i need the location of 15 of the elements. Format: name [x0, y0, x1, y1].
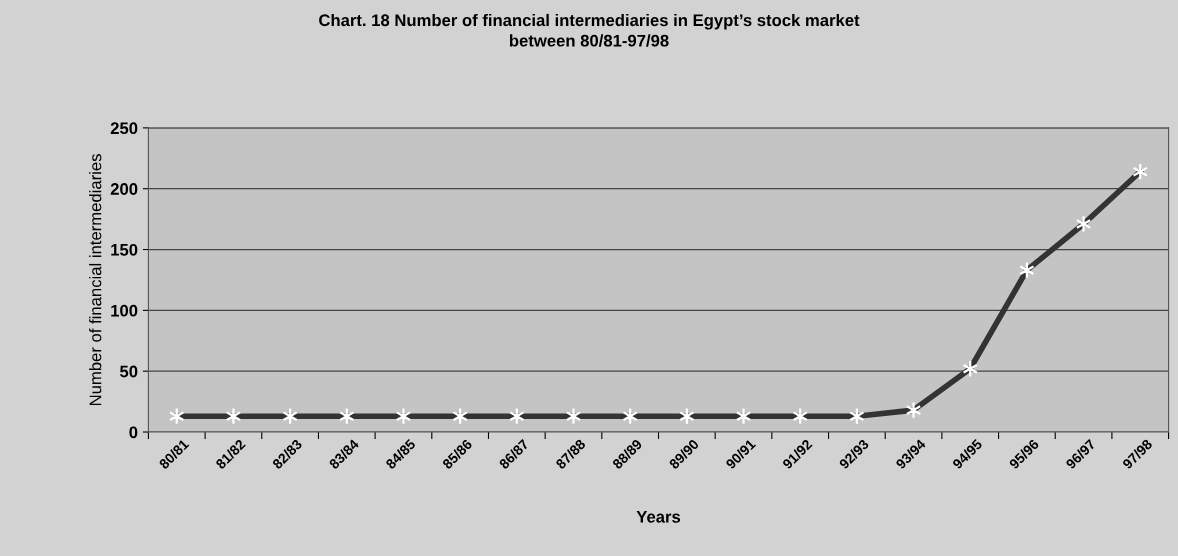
- y-tick-label: 50: [119, 365, 138, 378]
- point: [395, 407, 412, 425]
- point: [1075, 215, 1092, 233]
- y-tick-label: 150: [111, 243, 138, 256]
- point: [225, 407, 242, 425]
- y-tick-label: 200: [110, 183, 138, 195]
- point: [735, 407, 752, 425]
- x-axis-title: Years: [636, 511, 681, 523]
- y-axis-title: Number of financial intermediaries: [89, 154, 102, 406]
- chart-title: Chart. 18 Number of financial intermediaries in Egypt’s stock market between 80/81-97/98: [319, 13, 860, 47]
- y-tick-label: 100: [111, 304, 138, 317]
- point: [565, 407, 582, 425]
- y-tick-label: 250: [110, 122, 138, 135]
- point: [905, 401, 922, 419]
- y-tick-label: 0: [129, 426, 138, 439]
